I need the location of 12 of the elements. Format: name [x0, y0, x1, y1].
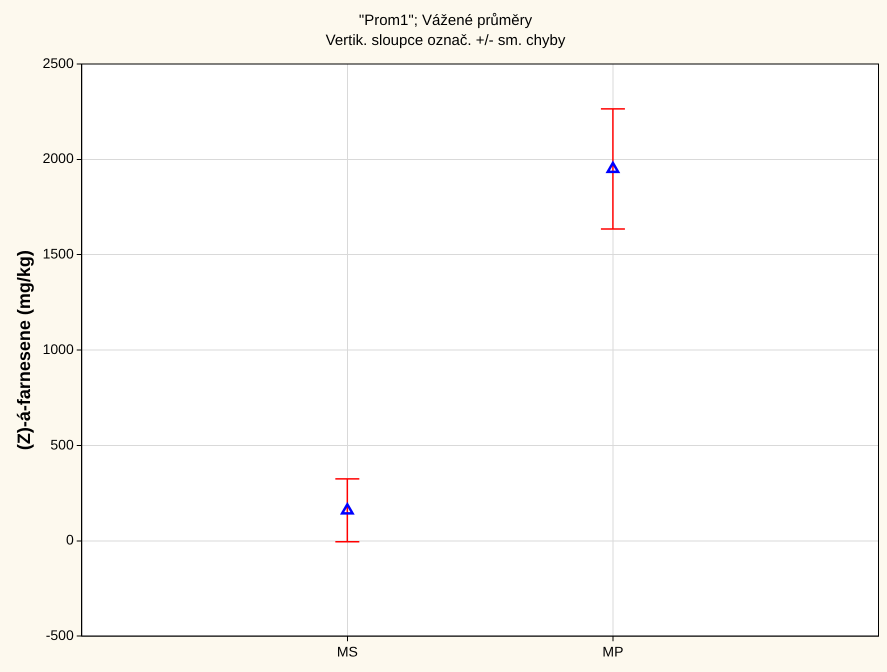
y-axis-title: (Z)-á-farnesene (mg/kg)	[14, 250, 34, 450]
x-tick-label: MS	[336, 643, 358, 660]
y-tick-label: 2500	[42, 54, 74, 71]
y-tick-label: -500	[46, 627, 74, 644]
y-tick-label: 2000	[42, 150, 74, 166]
y-tick-label: 500	[50, 436, 74, 452]
x-tick-label: MP	[602, 643, 624, 660]
y-tick-label: 0	[66, 532, 74, 548]
y-tick-label: 1500	[42, 246, 74, 262]
chart-subtitle: Vertik. sloupce označ. +/- sm. chyby	[326, 32, 566, 50]
y-tick-label: 1000	[42, 340, 74, 357]
chart-title: "Prom1"; Vážené průměry	[358, 12, 533, 30]
